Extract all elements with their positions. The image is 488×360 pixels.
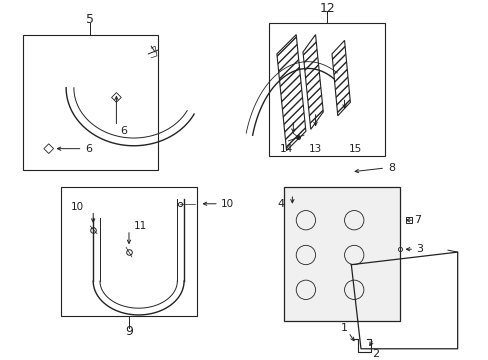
Text: 6: 6 (85, 144, 92, 154)
Text: 14: 14 (279, 144, 293, 154)
Bar (22, 35, 158, 170)
Text: 2: 2 (371, 348, 378, 359)
Bar (268, 23, 385, 156)
Text: 4: 4 (277, 199, 284, 209)
Text: 6: 6 (120, 126, 127, 136)
Text: 10: 10 (71, 202, 84, 212)
Text: 5: 5 (86, 13, 94, 26)
Text: 11: 11 (134, 221, 147, 231)
Bar (283, 187, 399, 321)
Text: 9: 9 (125, 325, 133, 338)
Text: 10: 10 (221, 199, 233, 209)
Text: 1: 1 (340, 324, 347, 333)
Text: 8: 8 (387, 163, 394, 173)
Text: 15: 15 (348, 144, 361, 154)
Text: 12: 12 (319, 2, 334, 15)
Text: 3: 3 (415, 244, 422, 254)
Text: 13: 13 (308, 144, 322, 154)
Bar (61, 187, 196, 316)
Text: 7: 7 (413, 215, 421, 225)
